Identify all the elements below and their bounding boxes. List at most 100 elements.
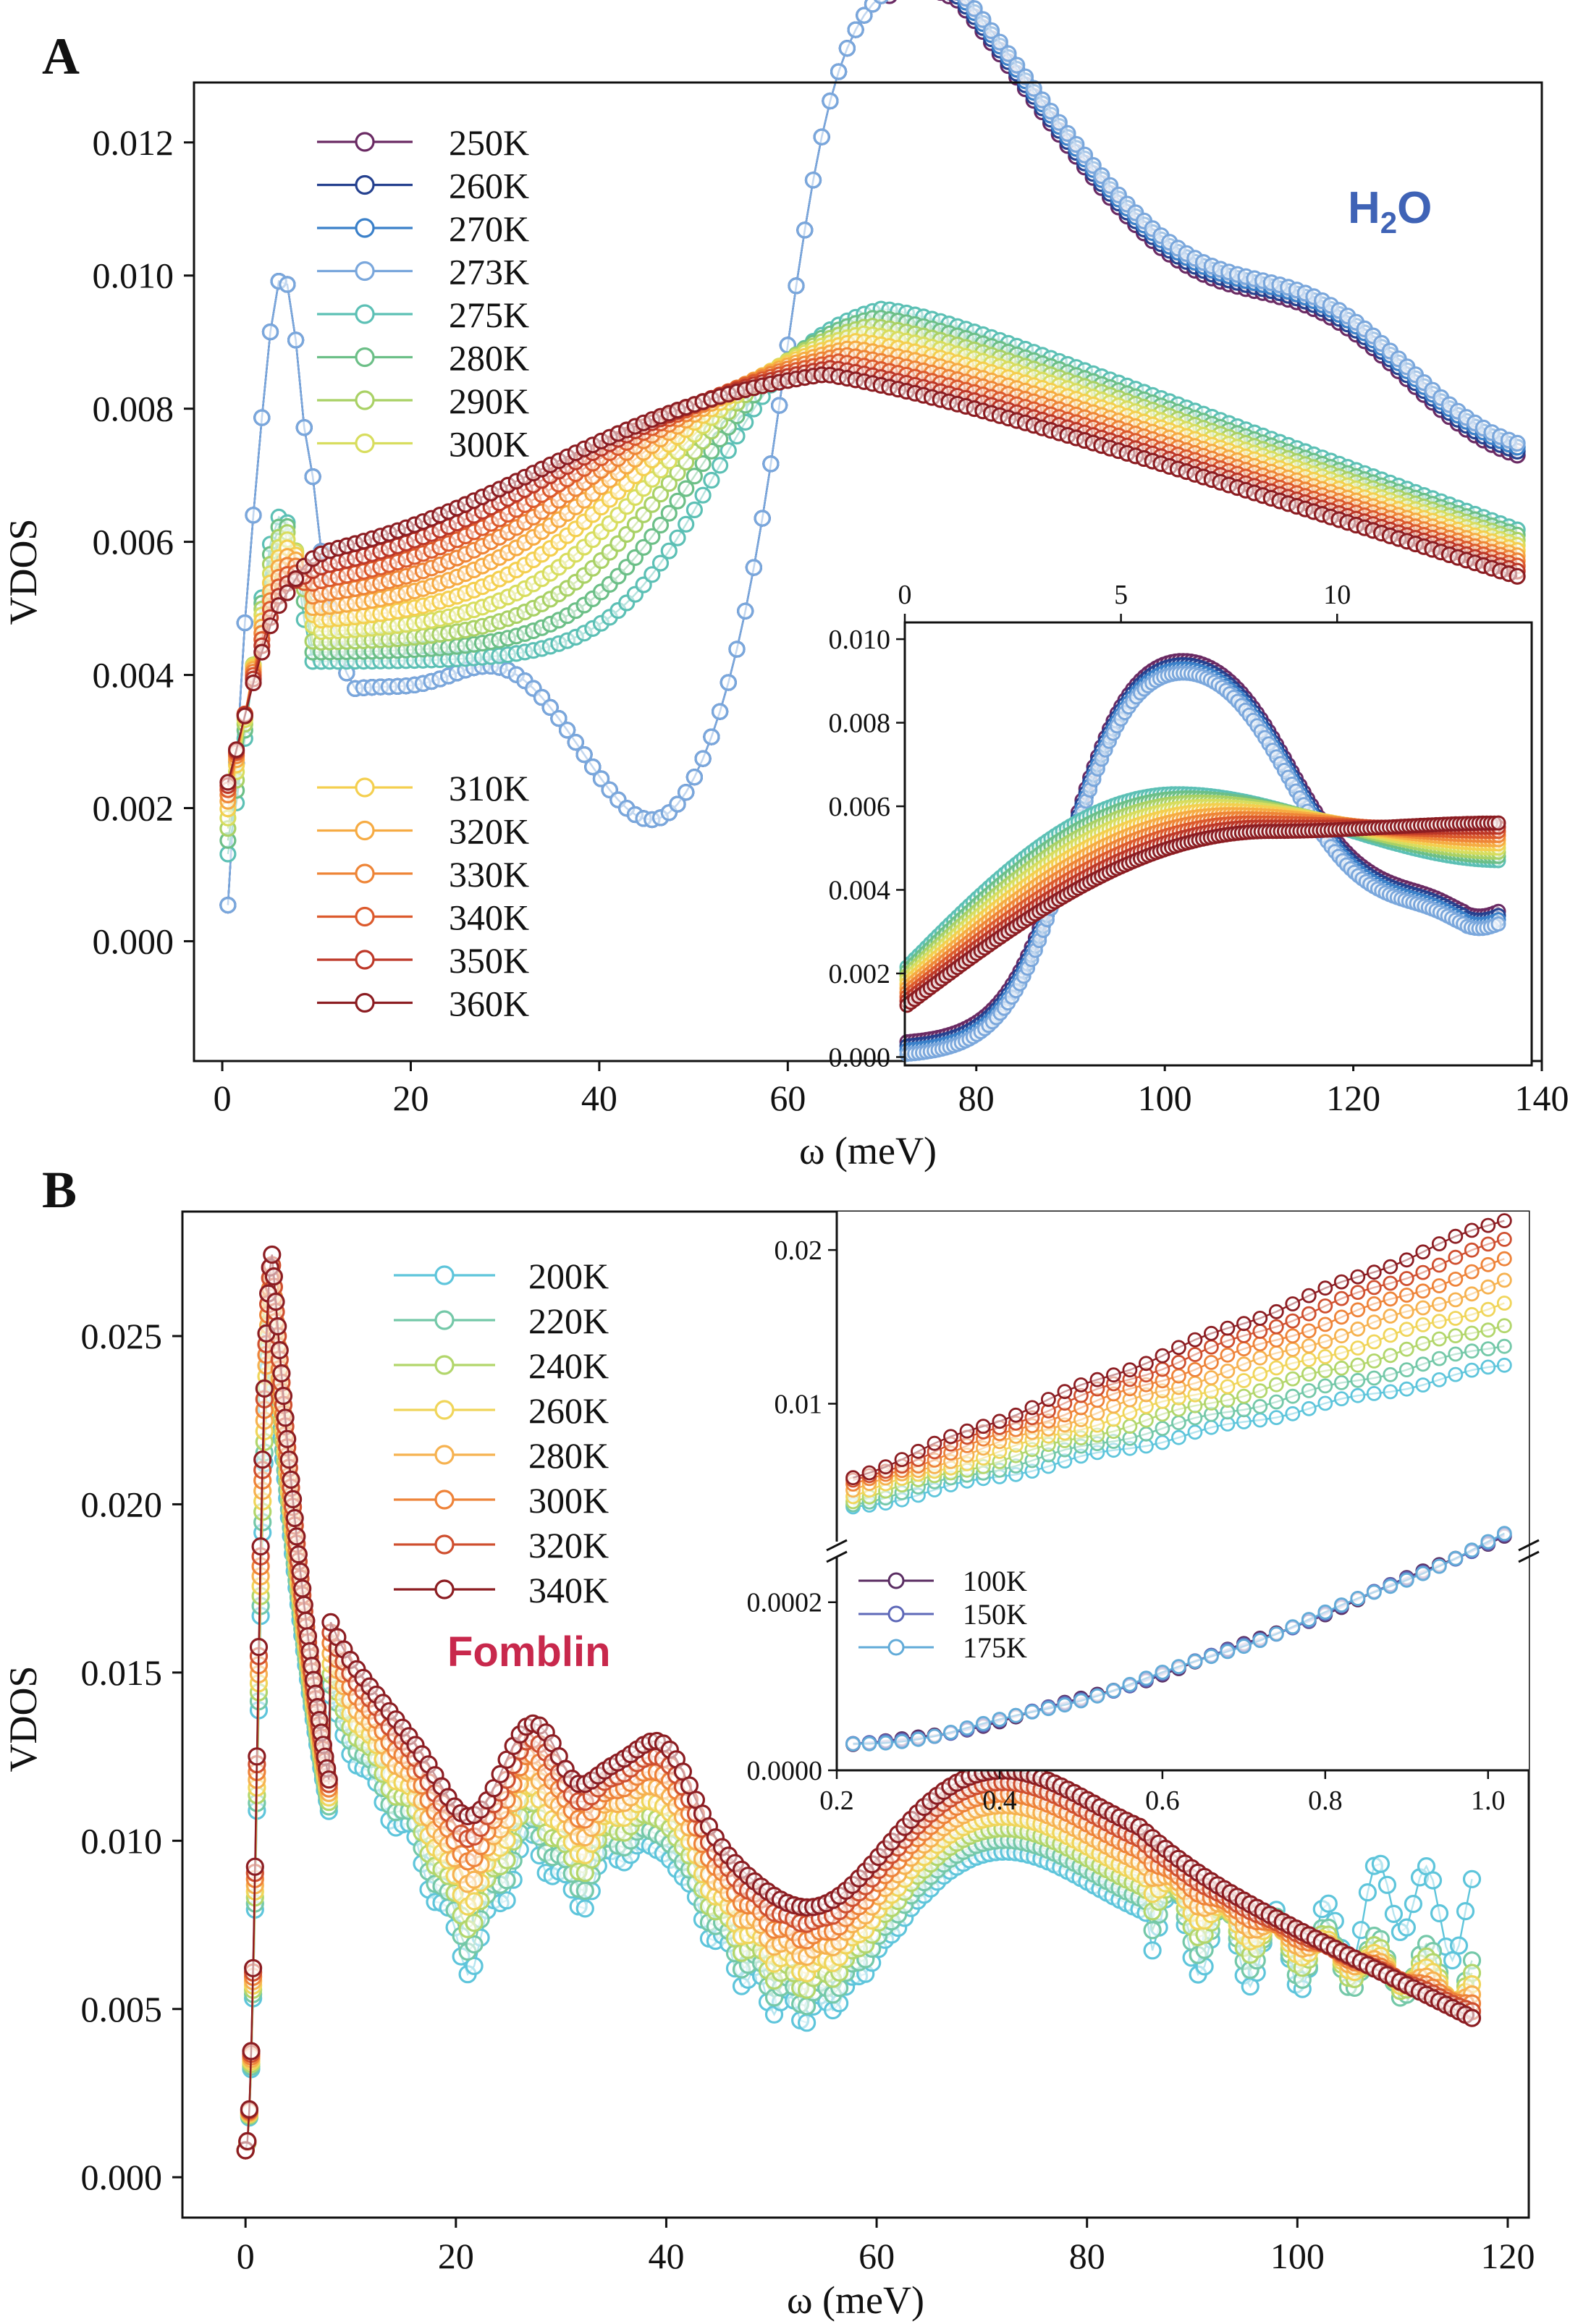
panel-a-legend-item-290K: 290K xyxy=(317,381,529,421)
panel-a-series-273K-point xyxy=(295,419,313,436)
legend-marker xyxy=(355,992,375,1013)
panel-a-x-axis-label: ω (meV) xyxy=(799,1129,937,1172)
panel-a-y-tick-label: 0.002 xyxy=(93,788,174,829)
panel-a-legend-item-275K: 275K xyxy=(317,295,529,335)
inset-a-x-tick-label: 5 xyxy=(1114,580,1128,610)
panel-b-series-200K-point xyxy=(1397,1918,1417,1937)
panel-b-series-200K-point xyxy=(1423,1871,1443,1890)
panel-a-series-280K-point xyxy=(685,468,704,485)
panel-a-series-273K-point xyxy=(567,733,584,751)
panel-a-series-273K-point xyxy=(966,0,983,17)
panel-b-series-200K-point xyxy=(1358,1883,1377,1902)
panel-a-series-280K-point xyxy=(651,516,670,534)
inset-a-y-tick-label: 0.004 xyxy=(829,876,891,906)
panel-a-series-273K-point xyxy=(245,507,262,524)
legend-marker xyxy=(355,863,375,884)
panel-a-series-273K-point xyxy=(1042,103,1060,120)
panel-a-legend-item-250K: 250K xyxy=(317,122,529,163)
inset-a-x-tick-label: 10 xyxy=(1323,580,1351,610)
panel-a-series-273K-point xyxy=(813,128,830,145)
panel-a-series-273K-point xyxy=(694,750,712,767)
legend-label: 310K xyxy=(449,768,529,808)
panel-a-series-273K-point xyxy=(261,324,279,341)
panel-a-legend-item-300K: 300K xyxy=(317,424,529,465)
panel-a-series-273K-point xyxy=(541,698,559,717)
panel-a-series-280K-point xyxy=(669,492,686,510)
panel-a-x-tick-label: 120 xyxy=(1326,1078,1380,1118)
panel-a-series-273K-point xyxy=(1068,135,1085,153)
panel-a-y-tick-label: 0.000 xyxy=(93,921,174,961)
panel-a-series-273K-point xyxy=(822,92,839,110)
panel-a-series-273K-point xyxy=(685,769,704,786)
legend-label: 290K xyxy=(449,381,529,421)
panel-a-series-275K-point xyxy=(720,441,737,460)
panel-a-series-273K-point xyxy=(856,7,873,24)
panel-b-series-240K-point xyxy=(465,1914,484,1932)
panel-b-series-200K-point xyxy=(1449,1936,1469,1955)
panel-a-series-273K-point xyxy=(874,0,889,4)
panel-a-series-273K-point xyxy=(1008,56,1026,74)
panel-a-legend-item-273K: 273K xyxy=(317,252,529,292)
panel-b-series-200K-point xyxy=(1404,1895,1423,1914)
panel-a-series-273K-point xyxy=(737,602,754,620)
panel-a-series-273K-point xyxy=(1000,45,1017,62)
panel-a-series-280K-point xyxy=(678,480,695,497)
panel-a-series-273K-point xyxy=(830,63,848,80)
panel-a-series-273K xyxy=(219,0,1526,914)
panel-a-series-290K-point xyxy=(651,486,670,503)
legend-marker xyxy=(355,777,375,798)
inset-a-y-tick-label: 0.008 xyxy=(829,709,891,739)
panel-a-series-275K-point xyxy=(685,501,704,519)
panel-a-x-tick-label: 140 xyxy=(1515,1078,1569,1118)
panel-a-series-273K-point xyxy=(762,455,780,473)
panel-b-series-200K-point xyxy=(1143,1941,1162,1960)
panel-a-series-360K-point xyxy=(219,774,237,791)
panel-a-series-273K-point xyxy=(804,172,822,189)
panel-a-series-360K-point xyxy=(228,741,245,759)
panel-a-series-273K-point xyxy=(550,709,568,727)
panel-a-series-360K-point xyxy=(279,584,296,601)
panel-a-series-290K-point xyxy=(660,475,678,492)
panel-a-series-275K-point xyxy=(711,457,729,474)
panel-a-series-360K-point xyxy=(270,597,287,614)
panel-a-series-273K-point xyxy=(558,722,576,739)
panel-a-series-273K-point xyxy=(304,468,321,486)
panel-a-legend-item-270K: 270K xyxy=(317,208,529,249)
inset-a-series-273K-point xyxy=(1490,916,1506,932)
panel-a-series-273K-point xyxy=(703,728,720,745)
panel-a-series-280K-point xyxy=(635,538,652,556)
panel-b-series-200K-point xyxy=(1443,1951,1462,1970)
panel-a-series-275K-point xyxy=(694,486,712,504)
panel-a-series-275K-point xyxy=(678,515,695,533)
panel-a-series-273K-point xyxy=(770,397,788,414)
panel-a-series-360K-point xyxy=(253,643,271,661)
legend-marker xyxy=(355,132,375,152)
panel-a-x-tick-label: 60 xyxy=(769,1078,806,1118)
legend-label: 270K xyxy=(449,208,529,249)
legend-label: 273K xyxy=(449,252,529,292)
panel-b-label: B xyxy=(42,1161,77,1219)
panel-a-y-tick-label: 0.006 xyxy=(93,522,174,562)
legend-label: 340K xyxy=(449,897,529,938)
panel-b-series-200K-point xyxy=(1371,1854,1391,1873)
legend-marker xyxy=(355,261,375,282)
panel-a-x-tick-label: 40 xyxy=(581,1078,617,1118)
legend-marker xyxy=(355,347,375,368)
panel-a-series-280K-point xyxy=(644,528,661,545)
panel-a-series-273K-point xyxy=(1034,91,1051,109)
panel-a-series-273K-point xyxy=(584,758,602,776)
panel-a-x-ticks: 0 20 40 60 80 100 120 140 xyxy=(214,1061,1569,1118)
legend-marker xyxy=(355,820,375,841)
inset-a-y-tick-label: 0.010 xyxy=(829,625,891,655)
panel-a-series-273K-point xyxy=(796,221,814,239)
panel-a-series-290K-point xyxy=(669,464,686,481)
panel-b-series-200K-point xyxy=(575,1899,594,1918)
panel-a-x-tick-label: 0 xyxy=(214,1078,232,1118)
panel-b-series-200K-point xyxy=(1462,1869,1482,1888)
panel-b-series-200K-point xyxy=(1430,1903,1449,1923)
panel-a-series-360K-point xyxy=(1509,567,1526,585)
legend-label: 250K xyxy=(449,122,529,163)
legend-label: 330K xyxy=(449,854,529,895)
legend-marker xyxy=(355,950,375,970)
panel-a-series-275K-point xyxy=(669,529,686,546)
